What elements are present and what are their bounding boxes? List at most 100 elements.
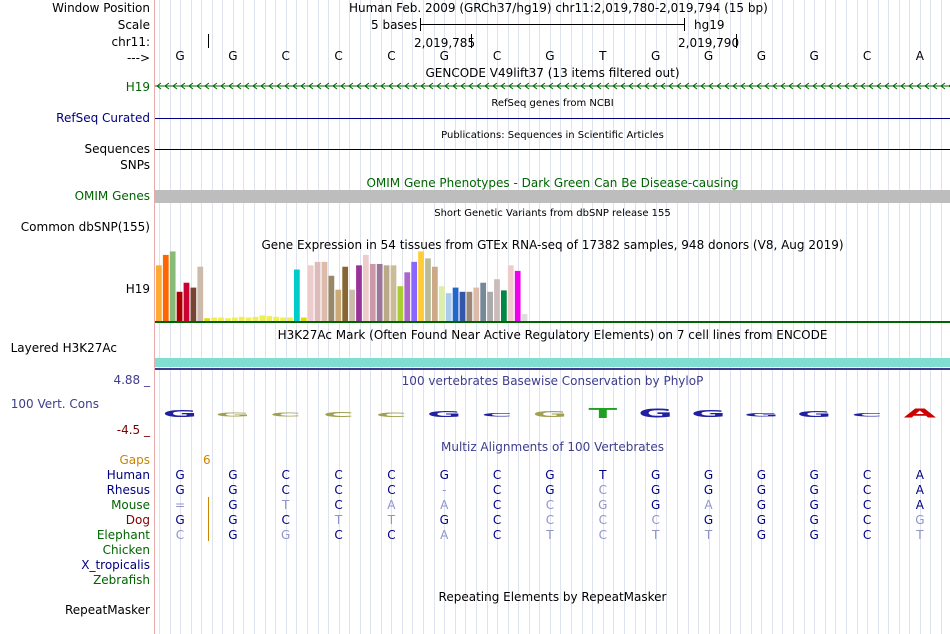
gtex-tissue-bar[interactable] <box>259 315 266 321</box>
gtex-tissue-bar[interactable] <box>156 265 162 321</box>
alignment-base: A <box>915 483 924 497</box>
omim-track-label[interactable]: OMIM Genes <box>74 189 150 203</box>
gtex-tissue-bar[interactable] <box>507 265 514 321</box>
gtex-tissue-bar[interactable] <box>459 291 466 321</box>
gtex-tissue-bar[interactable] <box>266 316 273 321</box>
gtex-tissue-bar[interactable] <box>218 317 224 321</box>
gtex-tissue-bar[interactable] <box>245 317 252 321</box>
gtex-tissue-bar[interactable] <box>487 291 493 321</box>
h3k27-title: H3K27Ac Mark (Often Found Near Active Re… <box>277 328 828 342</box>
gtex-tissue-bar[interactable] <box>183 282 190 321</box>
gtex-tissue-bar[interactable] <box>376 263 383 321</box>
gtex-tissue-bar[interactable] <box>321 261 328 321</box>
gtex-tissue-bar[interactable] <box>211 317 217 321</box>
repeatmasker-track-label[interactable]: RepeatMasker <box>64 603 150 617</box>
alignment-base: G <box>703 483 714 497</box>
gtex-tissue-bar[interactable] <box>356 265 362 321</box>
gtex-tissue-bar[interactable] <box>349 289 355 321</box>
strand-chevron <box>156 82 162 90</box>
species-label[interactable]: Chicken <box>102 543 150 557</box>
gtex-tissue-bar[interactable] <box>307 265 314 321</box>
gtex-tissue-bar[interactable] <box>369 263 376 321</box>
gtex-tissue-bar[interactable] <box>342 266 349 321</box>
gtex-tissue-bar[interactable] <box>294 269 300 321</box>
gencode-track-label[interactable]: H19 <box>125 80 150 94</box>
alignment-base: C <box>492 498 502 512</box>
gtex-tissue-bar[interactable] <box>176 291 183 321</box>
grid-line <box>940 0 942 634</box>
species-label[interactable]: Dog <box>125 513 150 527</box>
gtex-track-label[interactable]: H19 <box>125 282 150 296</box>
gtex-tissue-bar[interactable] <box>314 261 321 321</box>
gtex-tissue-bar[interactable] <box>501 290 507 321</box>
species-label[interactable]: Human <box>106 468 150 482</box>
gtex-tissue-bar[interactable] <box>300 317 307 321</box>
refseq-track-label[interactable]: RefSeq Curated <box>56 111 150 125</box>
strand-chevron <box>252 82 258 90</box>
grid-line <box>602 0 604 634</box>
snps-track-label[interactable]: SNPs <box>120 158 150 172</box>
strand-chevron <box>492 82 498 90</box>
phylop-logo-letter: G <box>163 409 197 420</box>
species-label[interactable]: Zebrafish <box>93 573 150 587</box>
gtex-tissue-bar[interactable] <box>514 270 521 321</box>
gtex-tissue-bar[interactable] <box>273 316 280 321</box>
gtex-tissue-bar[interactable] <box>238 316 245 321</box>
alignment-base: G <box>756 498 766 512</box>
h3k27-signal[interactable] <box>155 358 950 367</box>
gtex-tissue-bar[interactable] <box>231 317 238 321</box>
gtex-tissue-bar[interactable] <box>190 287 197 321</box>
strand-chevron <box>236 82 242 90</box>
gtex-tissue-bar[interactable] <box>452 287 459 321</box>
reference-base: C <box>387 49 396 63</box>
gtex-tissue-bar[interactable] <box>425 258 431 321</box>
gtex-tissue-bar[interactable] <box>169 251 176 321</box>
gtex-tissue-bar[interactable] <box>162 254 169 321</box>
refseq-h19-gene[interactable] <box>155 118 950 119</box>
gtex-tissue-bar[interactable] <box>438 286 445 321</box>
h3k27-track-label[interactable]: Layered H3K27Ac <box>10 341 117 355</box>
gtex-tissue-bar[interactable] <box>521 314 528 321</box>
gtex-tissue-bar[interactable] <box>287 317 293 321</box>
gtex-tissue-bar[interactable] <box>390 265 397 321</box>
reference-base: G <box>650 49 661 63</box>
strand-chevron <box>580 82 586 90</box>
cons-track-label[interactable]: 100 Vert. Cons <box>10 397 99 411</box>
gtex-tissue-bar[interactable] <box>204 318 211 321</box>
species-label[interactable]: X_tropicalis <box>81 558 150 572</box>
publications-sequence-line[interactable] <box>155 149 950 150</box>
gtex-tissue-bar[interactable] <box>280 317 286 321</box>
alignment-base: G <box>281 528 291 542</box>
gtex-tissue-bar[interactable] <box>225 318 231 321</box>
gtex-tissue-bar[interactable] <box>397 286 404 321</box>
gtex-tissue-bar[interactable] <box>197 266 204 321</box>
gtex-tissue-bar[interactable] <box>328 275 335 321</box>
omim-gene-bar[interactable] <box>155 190 950 203</box>
species-label[interactable]: Rhesus <box>106 483 150 497</box>
dbsnp-track-label[interactable]: Common dbSNP(155) <box>20 220 150 234</box>
gtex-tissue-bar[interactable] <box>480 282 487 321</box>
strand-chevron <box>636 82 642 90</box>
sequences-track-label[interactable]: Sequences <box>84 142 150 156</box>
strand-chevron <box>836 82 842 90</box>
grid-line <box>676 0 678 634</box>
gtex-tissue-bar[interactable] <box>432 266 438 321</box>
gtex-tissue-bar[interactable] <box>494 279 500 321</box>
gtex-tissue-bar[interactable] <box>466 291 473 321</box>
gtex-tissue-bar[interactable] <box>418 251 424 321</box>
alignment-base: G <box>915 513 925 527</box>
gtex-tissue-bar[interactable] <box>473 287 480 321</box>
gtex-tissue-bar[interactable] <box>411 261 418 321</box>
gtex-tissue-bar[interactable] <box>252 316 259 321</box>
alignment-base: C <box>492 483 502 497</box>
gtex-tissue-bar[interactable] <box>363 254 369 321</box>
species-label[interactable]: Mouse <box>111 498 150 512</box>
gtex-tissue-bar[interactable] <box>445 293 452 321</box>
gtex-bar-chart[interactable] <box>155 250 950 325</box>
gtex-tissue-bar[interactable] <box>383 265 390 321</box>
gtex-tissue-bar[interactable] <box>335 289 342 321</box>
species-label[interactable]: Elephant <box>96 528 150 542</box>
gencode-h19-gene[interactable] <box>155 81 950 91</box>
gtex-tissue-bar[interactable] <box>404 272 411 321</box>
